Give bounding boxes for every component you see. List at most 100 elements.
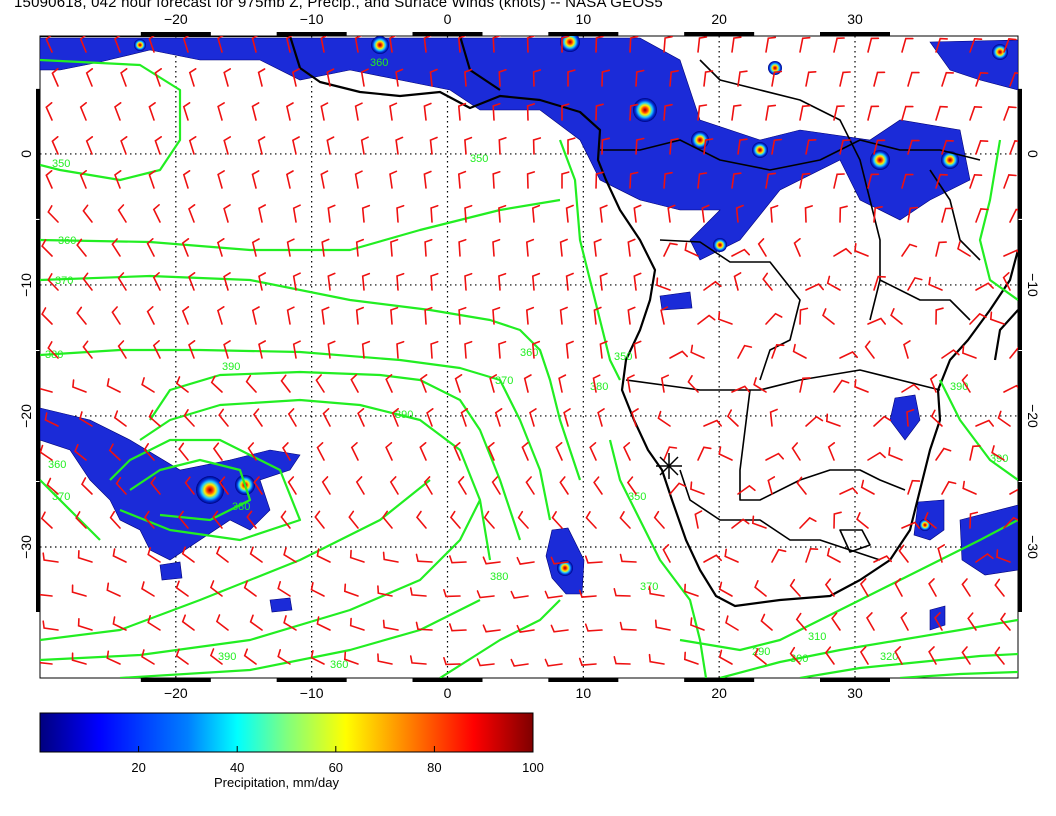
wind-barb — [791, 442, 801, 461]
wind-barb — [482, 624, 501, 633]
wind-barb — [258, 340, 266, 359]
wind-barb — [967, 612, 977, 631]
wind-barb — [839, 139, 851, 155]
wind-barb — [662, 544, 671, 563]
wind-barb — [464, 272, 473, 291]
wind-barb — [147, 547, 161, 563]
wind-barb — [760, 613, 773, 631]
wind-barb — [805, 139, 817, 155]
wind-barb — [567, 137, 576, 155]
wind-barb — [395, 136, 404, 155]
wind-barb — [731, 104, 742, 121]
wind-barb — [188, 68, 197, 87]
wind-barb — [873, 415, 892, 427]
wind-barb — [253, 476, 263, 495]
wind-barb — [79, 102, 87, 121]
wind-barb — [975, 71, 989, 87]
wind-barb — [737, 138, 748, 155]
svg-text:370: 370 — [495, 375, 513, 387]
wind-barb — [771, 548, 787, 563]
wind-barb — [79, 411, 93, 427]
wind-barb — [805, 415, 824, 427]
wind-barb — [559, 306, 568, 325]
wind-barb — [182, 36, 190, 53]
wind-barb — [765, 104, 777, 121]
wind-barb — [975, 139, 989, 155]
wind-barb — [286, 238, 295, 257]
wind-barb — [669, 70, 679, 87]
wind-barb — [210, 375, 223, 393]
svg-text:390: 390 — [950, 381, 968, 393]
wind-barb — [184, 476, 195, 495]
wind-barb — [839, 351, 858, 359]
wind-barb — [424, 238, 433, 257]
wind-barb — [143, 510, 155, 529]
wind-barb — [961, 646, 971, 665]
wind-barb — [969, 173, 983, 189]
wind-barb — [419, 442, 427, 461]
wind-barb — [935, 37, 948, 53]
wind-barb — [212, 510, 223, 529]
wind-barb — [924, 512, 937, 529]
wind-barb — [735, 204, 744, 223]
lon-tick-label-top: 20 — [711, 11, 727, 27]
wind-barb — [907, 206, 919, 223]
wind-barb — [385, 442, 393, 461]
lat-tick-label-right: −10 — [1025, 273, 1041, 297]
wind-barb — [377, 585, 393, 597]
wind-barb — [859, 646, 869, 665]
wind-barb — [903, 340, 911, 359]
wind-barb — [492, 171, 501, 189]
wind-barb — [663, 242, 678, 257]
wind-barb — [321, 476, 331, 495]
wind-barb — [76, 238, 87, 257]
wind-barb — [1003, 384, 1018, 393]
wind-barb — [320, 36, 328, 53]
wind-barb — [361, 272, 371, 291]
wind-barb — [285, 102, 294, 121]
wind-barb — [833, 511, 842, 529]
lat-tick-label-left: −30 — [18, 535, 34, 559]
wind-barb — [251, 36, 259, 53]
wind-barb — [45, 170, 53, 189]
wind-barb — [765, 36, 777, 53]
wind-barb — [326, 136, 335, 155]
wind-barb — [901, 173, 914, 189]
wind-barb — [890, 308, 903, 325]
wind-barb — [731, 36, 742, 53]
wind-barb — [47, 273, 59, 291]
wind-barb — [839, 487, 858, 495]
wind-barb — [491, 476, 501, 495]
wind-barb — [1003, 249, 1018, 257]
wind-barb — [82, 204, 93, 223]
wind-barb — [667, 204, 676, 223]
wind-barb — [355, 476, 365, 495]
wind-barb — [183, 409, 195, 427]
precipitation-layer — [40, 36, 1018, 631]
wind-barb — [46, 477, 59, 495]
wind-barb — [285, 36, 293, 53]
wind-barb — [430, 272, 439, 291]
wind-barb — [994, 646, 1005, 665]
wind-barb — [361, 340, 371, 359]
wind-barb — [40, 387, 53, 393]
wind-barb — [771, 138, 783, 155]
wind-barb — [361, 204, 371, 223]
lon-tick-label-top: 0 — [444, 11, 452, 27]
svg-text:370: 370 — [52, 491, 70, 503]
wind-barb — [40, 511, 53, 529]
wind-barb — [619, 621, 637, 631]
wind-barb — [79, 36, 87, 53]
wind-barb — [141, 377, 155, 393]
wind-barb — [975, 419, 994, 427]
wind-barb — [561, 171, 570, 189]
wind-barb — [112, 616, 127, 631]
svg-text:390: 390 — [222, 361, 240, 373]
wind-barb — [663, 171, 673, 189]
wind-barb — [833, 105, 845, 121]
wind-barb — [449, 555, 467, 564]
lon-tick-label-bottom: −20 — [164, 685, 188, 701]
wind-barb — [282, 442, 291, 461]
wind-barb — [703, 419, 722, 427]
